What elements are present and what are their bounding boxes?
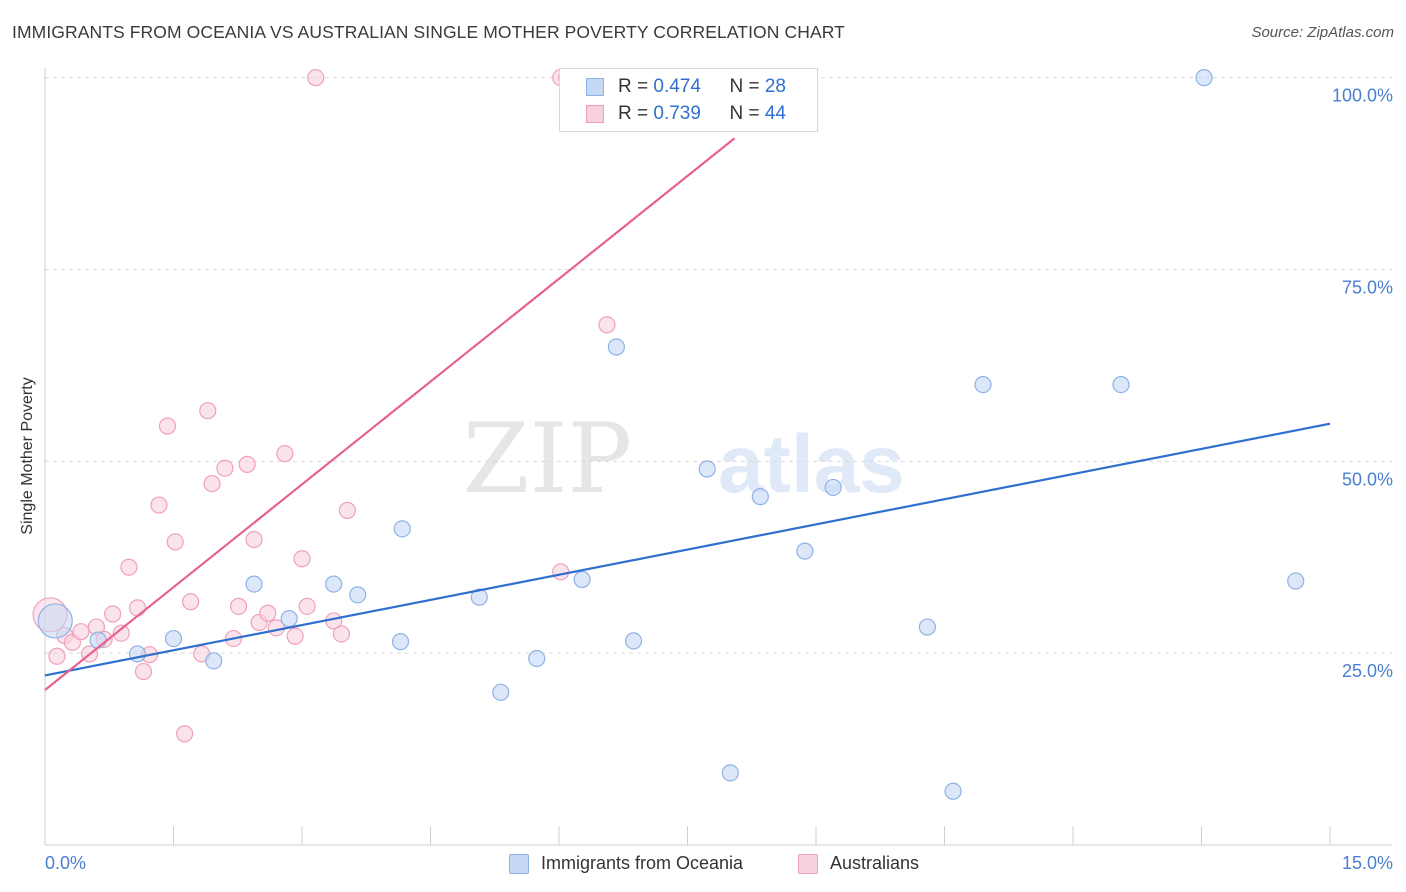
oceania-point (325, 575, 343, 593)
australians-point (216, 459, 234, 477)
oceania-point (205, 652, 223, 670)
watermark-zip: ZIP (463, 403, 632, 515)
australians-point (293, 550, 311, 568)
australians-point (338, 501, 357, 520)
oceania-point (624, 632, 643, 650)
legend-swatch-blue (586, 78, 604, 96)
australians-point (166, 533, 184, 551)
oceania-point (349, 586, 367, 604)
australians-point (286, 627, 304, 645)
legend-r-value: 0.474 (653, 76, 701, 97)
australians-point (112, 624, 130, 642)
legend-n-value: 28 (764, 76, 786, 97)
oceania-point (393, 520, 411, 538)
y-tick-label: 75.0% (1342, 277, 1393, 297)
oceania-point (37, 603, 73, 639)
australians-point (120, 558, 138, 576)
oceania-point (974, 375, 992, 394)
oceania-point (1112, 375, 1130, 394)
australians-point (72, 623, 90, 641)
australians-point (182, 593, 200, 611)
australians-trend-line (44, 137, 736, 691)
oceania-point (164, 629, 183, 648)
oceania-point (918, 618, 936, 636)
oceania-point (128, 645, 147, 663)
australians-point (245, 530, 263, 549)
oceania-point (751, 488, 769, 506)
australians-point (276, 445, 294, 463)
australians-point (598, 316, 616, 334)
legend-label: Immigrants from Oceania (541, 853, 744, 873)
legend-r-label: R = (618, 76, 654, 97)
australians-point (259, 604, 277, 622)
australians-point (104, 605, 122, 623)
source-credit: Source: ZipAtlas.com (1251, 24, 1394, 41)
australians-point (150, 496, 168, 514)
oceania-point (470, 588, 488, 606)
australians-point (158, 417, 177, 435)
legend-r-value: 0.739 (653, 103, 701, 124)
oceania-point (1287, 572, 1305, 590)
legend-swatch-pink (586, 105, 604, 123)
gridlines (45, 77, 1392, 654)
oceania-point (824, 478, 842, 497)
oceania-points (37, 69, 1305, 800)
legend-swatch-blue (509, 854, 529, 874)
oceania-point (1195, 69, 1213, 87)
axes (44, 68, 1392, 846)
chart-title: IMMIGRANTS FROM OCEANIA VS AUSTRALIAN SI… (12, 22, 845, 42)
oceania-point (721, 764, 739, 782)
oceania-point (245, 575, 263, 593)
australians-point (199, 402, 217, 420)
oceania-point (391, 633, 410, 651)
y-tick-label: 25.0% (1342, 661, 1393, 681)
x-tick-label: 0.0% (45, 853, 86, 873)
oceania-point (280, 610, 298, 628)
x-tick-label: 15.0% (1342, 853, 1393, 873)
oceania-point (698, 460, 716, 478)
australians-point (238, 455, 256, 473)
legend-swatch-pink (798, 854, 818, 874)
australians-point (307, 69, 325, 87)
australians-point (203, 474, 221, 493)
australians-point (176, 725, 194, 743)
x-ticks (44, 826, 1331, 845)
oceania-point (89, 631, 107, 649)
y-tick-label: 50.0% (1342, 469, 1393, 489)
oceania-trend-line (44, 422, 1331, 677)
watermark-atlas: atlas (718, 419, 905, 510)
australians-point (332, 625, 351, 643)
x-tick-labels: 0.0% 15.0% (45, 853, 1393, 873)
legend-n-label: N = (729, 103, 765, 124)
oceania-point (944, 782, 962, 800)
australians-point (128, 599, 147, 617)
y-tick-labels: 25.0% 50.0% 75.0% 100.0% (1332, 86, 1393, 682)
australians-point (298, 597, 316, 615)
legend-r-label: R = (618, 103, 654, 124)
australians-point (134, 662, 153, 681)
watermark: ZIP atlas (463, 403, 905, 515)
trend-lines (44, 137, 1331, 691)
australians-point (48, 647, 66, 665)
oceania-point (607, 338, 625, 356)
legend-n-label: N = (729, 76, 765, 97)
oceania-point (492, 683, 510, 701)
oceania-point (573, 570, 591, 589)
australians-point (230, 597, 248, 615)
legend-n-value: 44 (764, 103, 786, 124)
oceania-point (528, 649, 546, 668)
correlation-legend: R = 0.474 N = 28 R = 0.739 N = 44 (559, 68, 818, 132)
australians-point (552, 563, 570, 581)
y-tick-label: 100.0% (1332, 86, 1393, 106)
legend-label: Australians (830, 853, 920, 873)
oceania-point (796, 542, 814, 560)
